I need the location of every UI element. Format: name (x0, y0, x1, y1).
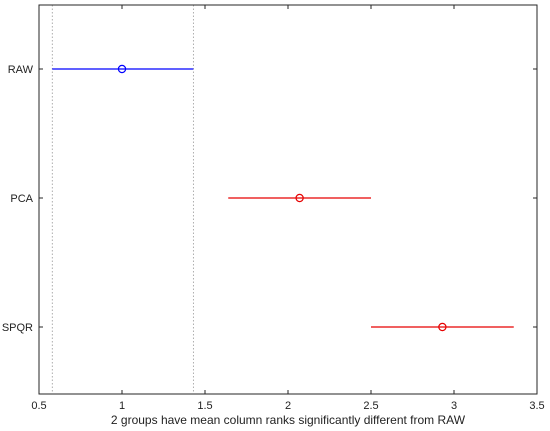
x-tick-label: 2 (285, 400, 291, 412)
x-tick-label: 1.5 (197, 400, 212, 412)
x-tick-label: 0.5 (31, 400, 46, 412)
y-tick-label-pca: PCA (10, 193, 33, 205)
comparison-intervals (52, 64, 514, 332)
plot-area (39, 5, 537, 394)
y-axis-ticks: RAW PCA SPQR (2, 64, 537, 334)
x-tick-label: 3 (451, 400, 457, 412)
mean-marker-raw[interactable] (117, 64, 127, 74)
y-tick-label-spqr: SPQR (2, 322, 33, 334)
mean-marker-pca[interactable] (295, 193, 304, 203)
x-axis-label: 2 groups have mean column ranks signific… (111, 413, 466, 427)
x-tick-label: 1 (119, 400, 125, 412)
x-tick-label: 2.5 (363, 400, 378, 412)
y-tick-label-raw: RAW (8, 64, 34, 76)
x-tick-label: 3.5 (529, 400, 544, 412)
x-axis-ticks: 0.5 1 1.5 2 2.5 3 3.5 (31, 5, 545, 412)
mean-marker-spqr[interactable] (438, 322, 447, 332)
